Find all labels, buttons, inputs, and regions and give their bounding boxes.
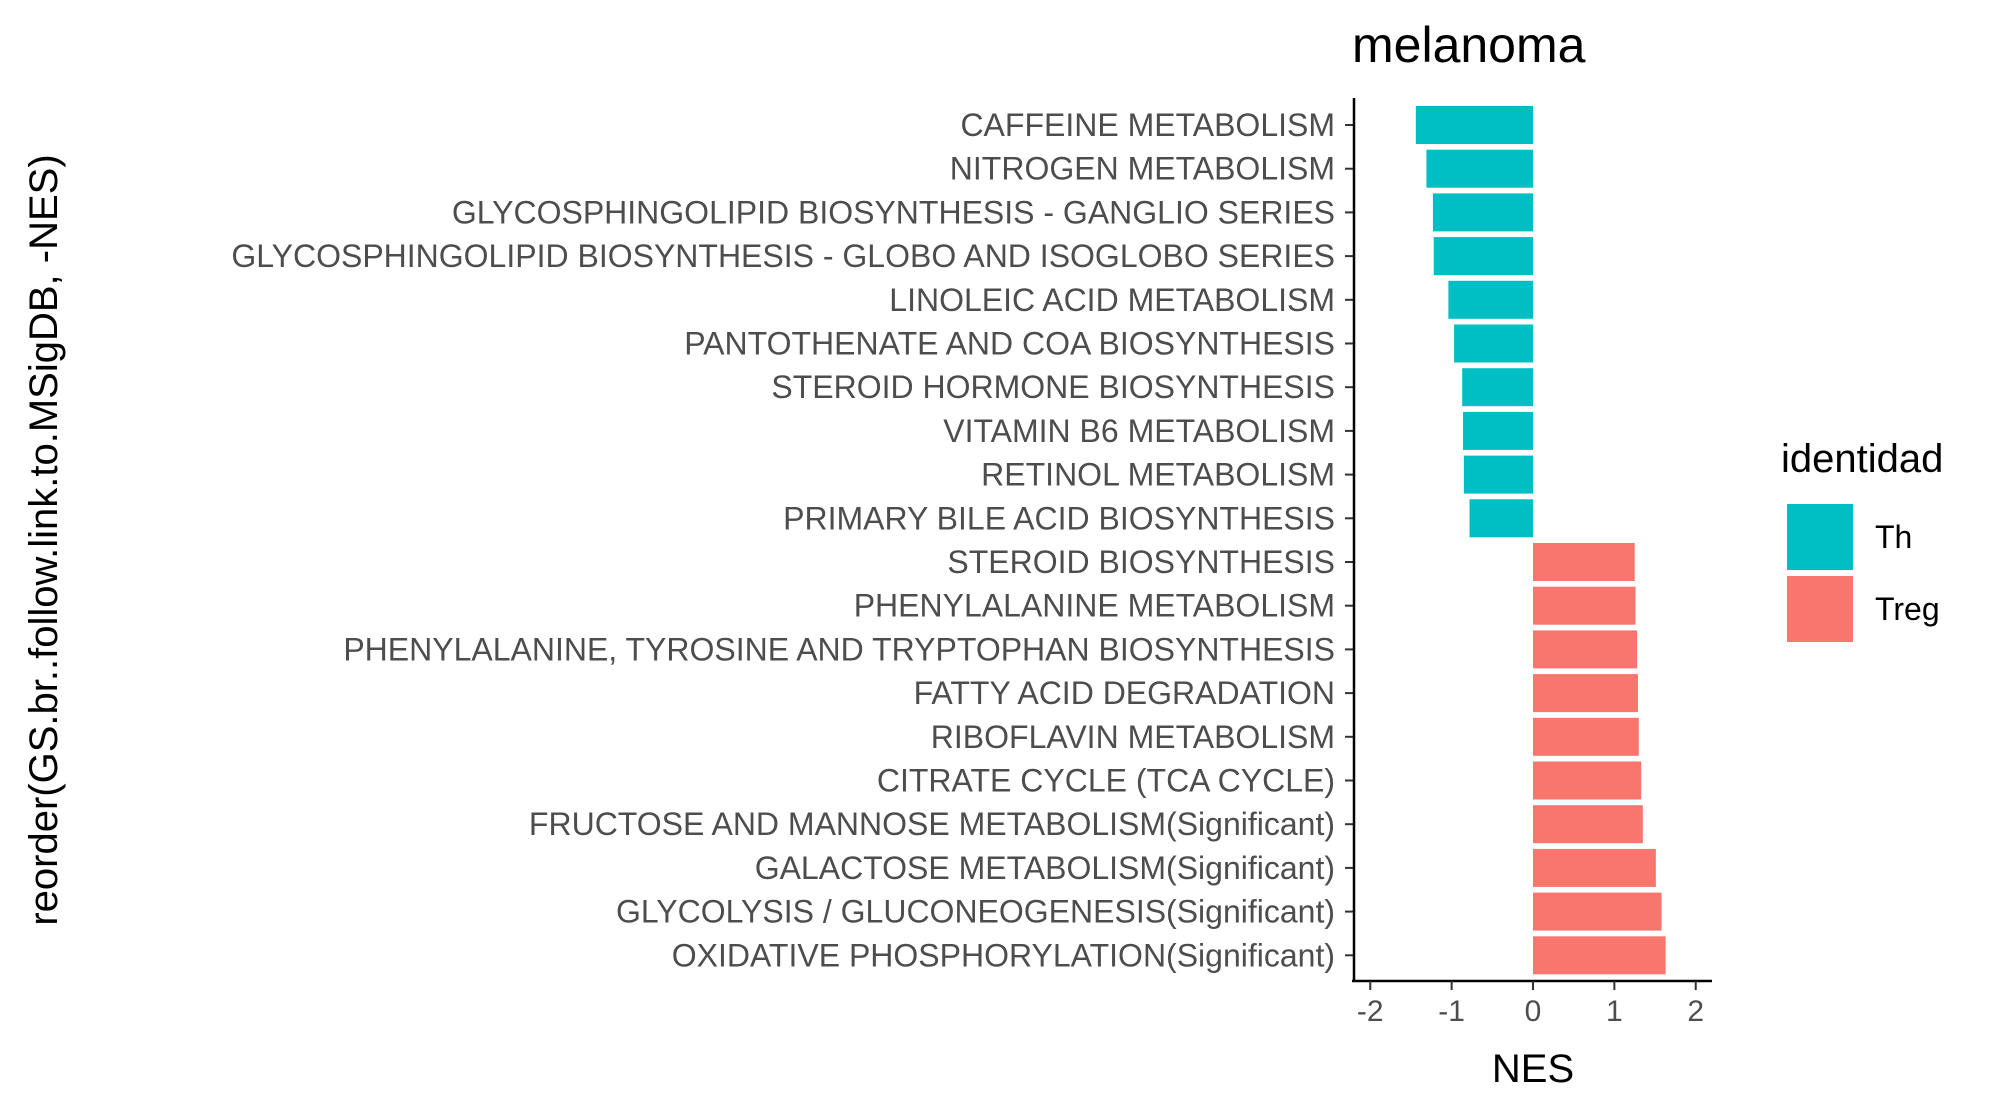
category-label-9: RETINOL METABOLISM: [981, 457, 1335, 493]
bar-5: [1448, 280, 1533, 319]
bar-12: [1533, 586, 1636, 625]
category-label-20: OXIDATIVE PHOSPHORYLATION(Significant): [672, 937, 1335, 973]
category-label-3: GLYCOSPHINGOLIPID BIOSYNTHESIS - GANGLIO…: [452, 194, 1335, 230]
bar-11: [1533, 543, 1635, 581]
category-label-19: GLYCOLYSIS / GLUCONEOGENESIS(Significant…: [616, 894, 1335, 930]
category-label-14: FATTY ACID DEGRADATION: [914, 675, 1335, 711]
legend-label-treg: Treg: [1875, 591, 1940, 627]
x-tick-label-2: -1: [1438, 995, 1465, 1028]
category-label-12: PHENYLALANINE METABOLISM: [854, 588, 1335, 624]
bar-8: [1463, 411, 1533, 450]
x-ticks: -2 -1 0 1 2: [1357, 981, 1704, 1028]
bar-20: [1533, 936, 1666, 975]
bar-13: [1533, 630, 1638, 669]
category-label-13: PHENYLALANINE, TYROSINE AND TRYPTOPHAN B…: [343, 631, 1335, 667]
bar-9: [1463, 455, 1533, 494]
category-label-6: PANTOTHENATE AND COA BIOSYNTHESIS: [684, 326, 1335, 362]
bar-4: [1433, 237, 1533, 276]
bar-19: [1533, 892, 1662, 931]
bar-15: [1533, 717, 1639, 756]
category-label-8: VITAMIN B6 METABOLISM: [943, 413, 1335, 449]
legend: Th Treg: [1787, 504, 1940, 642]
category-label-7: STEROID HORMONE BIOSYNTHESIS: [771, 369, 1335, 405]
bar-2: [1426, 149, 1533, 188]
category-label-10: PRIMARY BILE ACID BIOSYNTHESIS: [783, 500, 1335, 536]
category-label-18: GALACTOSE METABOLISM(Significant): [755, 850, 1335, 886]
category-label-17: FRUCTOSE AND MANNOSE METABOLISM(Signific…: [529, 806, 1335, 842]
x-tick-label-3: 0: [1525, 995, 1542, 1028]
y-axis-title: reorder(GS.br..follow.link.to.MSigDB, -N…: [22, 154, 66, 925]
bar-3: [1432, 193, 1533, 232]
bar-1: [1415, 106, 1533, 144]
legend-key-treg: [1787, 576, 1853, 642]
chart-title: melanoma: [1352, 17, 1586, 73]
category-labels: CAFFEINE METABOLISM NITROGEN METABOLISM GL…: [231, 107, 1335, 973]
category-label-1: CAFFEINE METABOLISM: [960, 107, 1335, 143]
category-label-11: STEROID BIOSYNTHESIS: [947, 544, 1335, 580]
y-ticks: [1345, 124, 1354, 957]
x-tick-label-5: 2: [1687, 995, 1704, 1028]
legend-label-th: Th: [1875, 519, 1912, 555]
x-tick-label-1: -2: [1357, 995, 1384, 1028]
x-tick-label-4: 1: [1606, 995, 1623, 1028]
legend-title: identidad: [1781, 437, 1943, 481]
category-label-2: NITROGEN METABOLISM: [950, 151, 1335, 187]
bar-16: [1533, 761, 1642, 800]
bar-17: [1533, 805, 1643, 844]
bar-10: [1469, 499, 1533, 538]
bar-18: [1533, 848, 1656, 887]
category-label-4: GLYCOSPHINGOLIPID BIOSYNTHESIS - GLOBO A…: [231, 238, 1335, 274]
category-label-16: CITRATE CYCLE (TCA CYCLE): [877, 763, 1335, 799]
category-label-15: RIBOFLAVIN METABOLISM: [931, 719, 1335, 755]
bar-14: [1533, 674, 1638, 713]
x-axis-title: NES: [1492, 1047, 1574, 1091]
bar-7: [1462, 368, 1533, 407]
category-label-5: LINOLEIC ACID METABOLISM: [889, 282, 1335, 318]
legend-key-th: [1787, 504, 1853, 570]
bars: [1415, 106, 1666, 975]
bar-6: [1454, 324, 1533, 363]
